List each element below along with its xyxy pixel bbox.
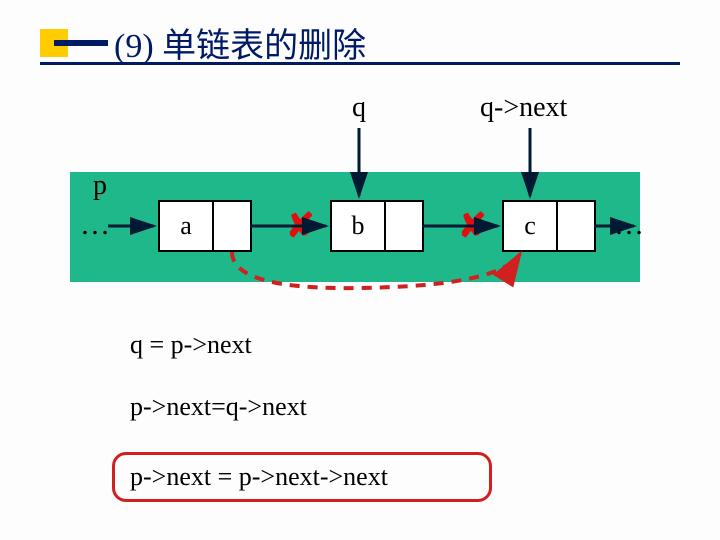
- node-c-next: [558, 202, 594, 250]
- ellipsis-left: …: [80, 208, 110, 242]
- code-line-1: q = p->next: [130, 330, 252, 360]
- label-q-next: q->next: [480, 92, 567, 124]
- node-a: a: [158, 200, 252, 252]
- node-b-data: b: [332, 202, 386, 250]
- slide-title-bullet: (9) 单链表的删除: [40, 18, 366, 67]
- ellipsis-right: …: [614, 208, 644, 242]
- bullet-square: [40, 29, 68, 57]
- label-q: q: [352, 92, 366, 124]
- code-line-2: p->next=q->next: [130, 392, 307, 422]
- node-c-data: c: [504, 202, 558, 250]
- x-mark-2: ✘: [458, 206, 487, 246]
- slide-title: (9) 单链表的删除: [114, 18, 366, 67]
- node-a-data: a: [160, 202, 214, 250]
- node-c: c: [502, 200, 596, 252]
- label-p: p: [93, 170, 107, 202]
- node-a-next: [214, 202, 250, 250]
- bullet-dash: [54, 40, 108, 46]
- title-underline: [40, 62, 680, 65]
- node-b: b: [330, 200, 424, 252]
- code-line-3: p->next = p->next->next: [130, 462, 388, 492]
- node-b-next: [386, 202, 422, 250]
- x-mark-1: ✘: [286, 206, 315, 246]
